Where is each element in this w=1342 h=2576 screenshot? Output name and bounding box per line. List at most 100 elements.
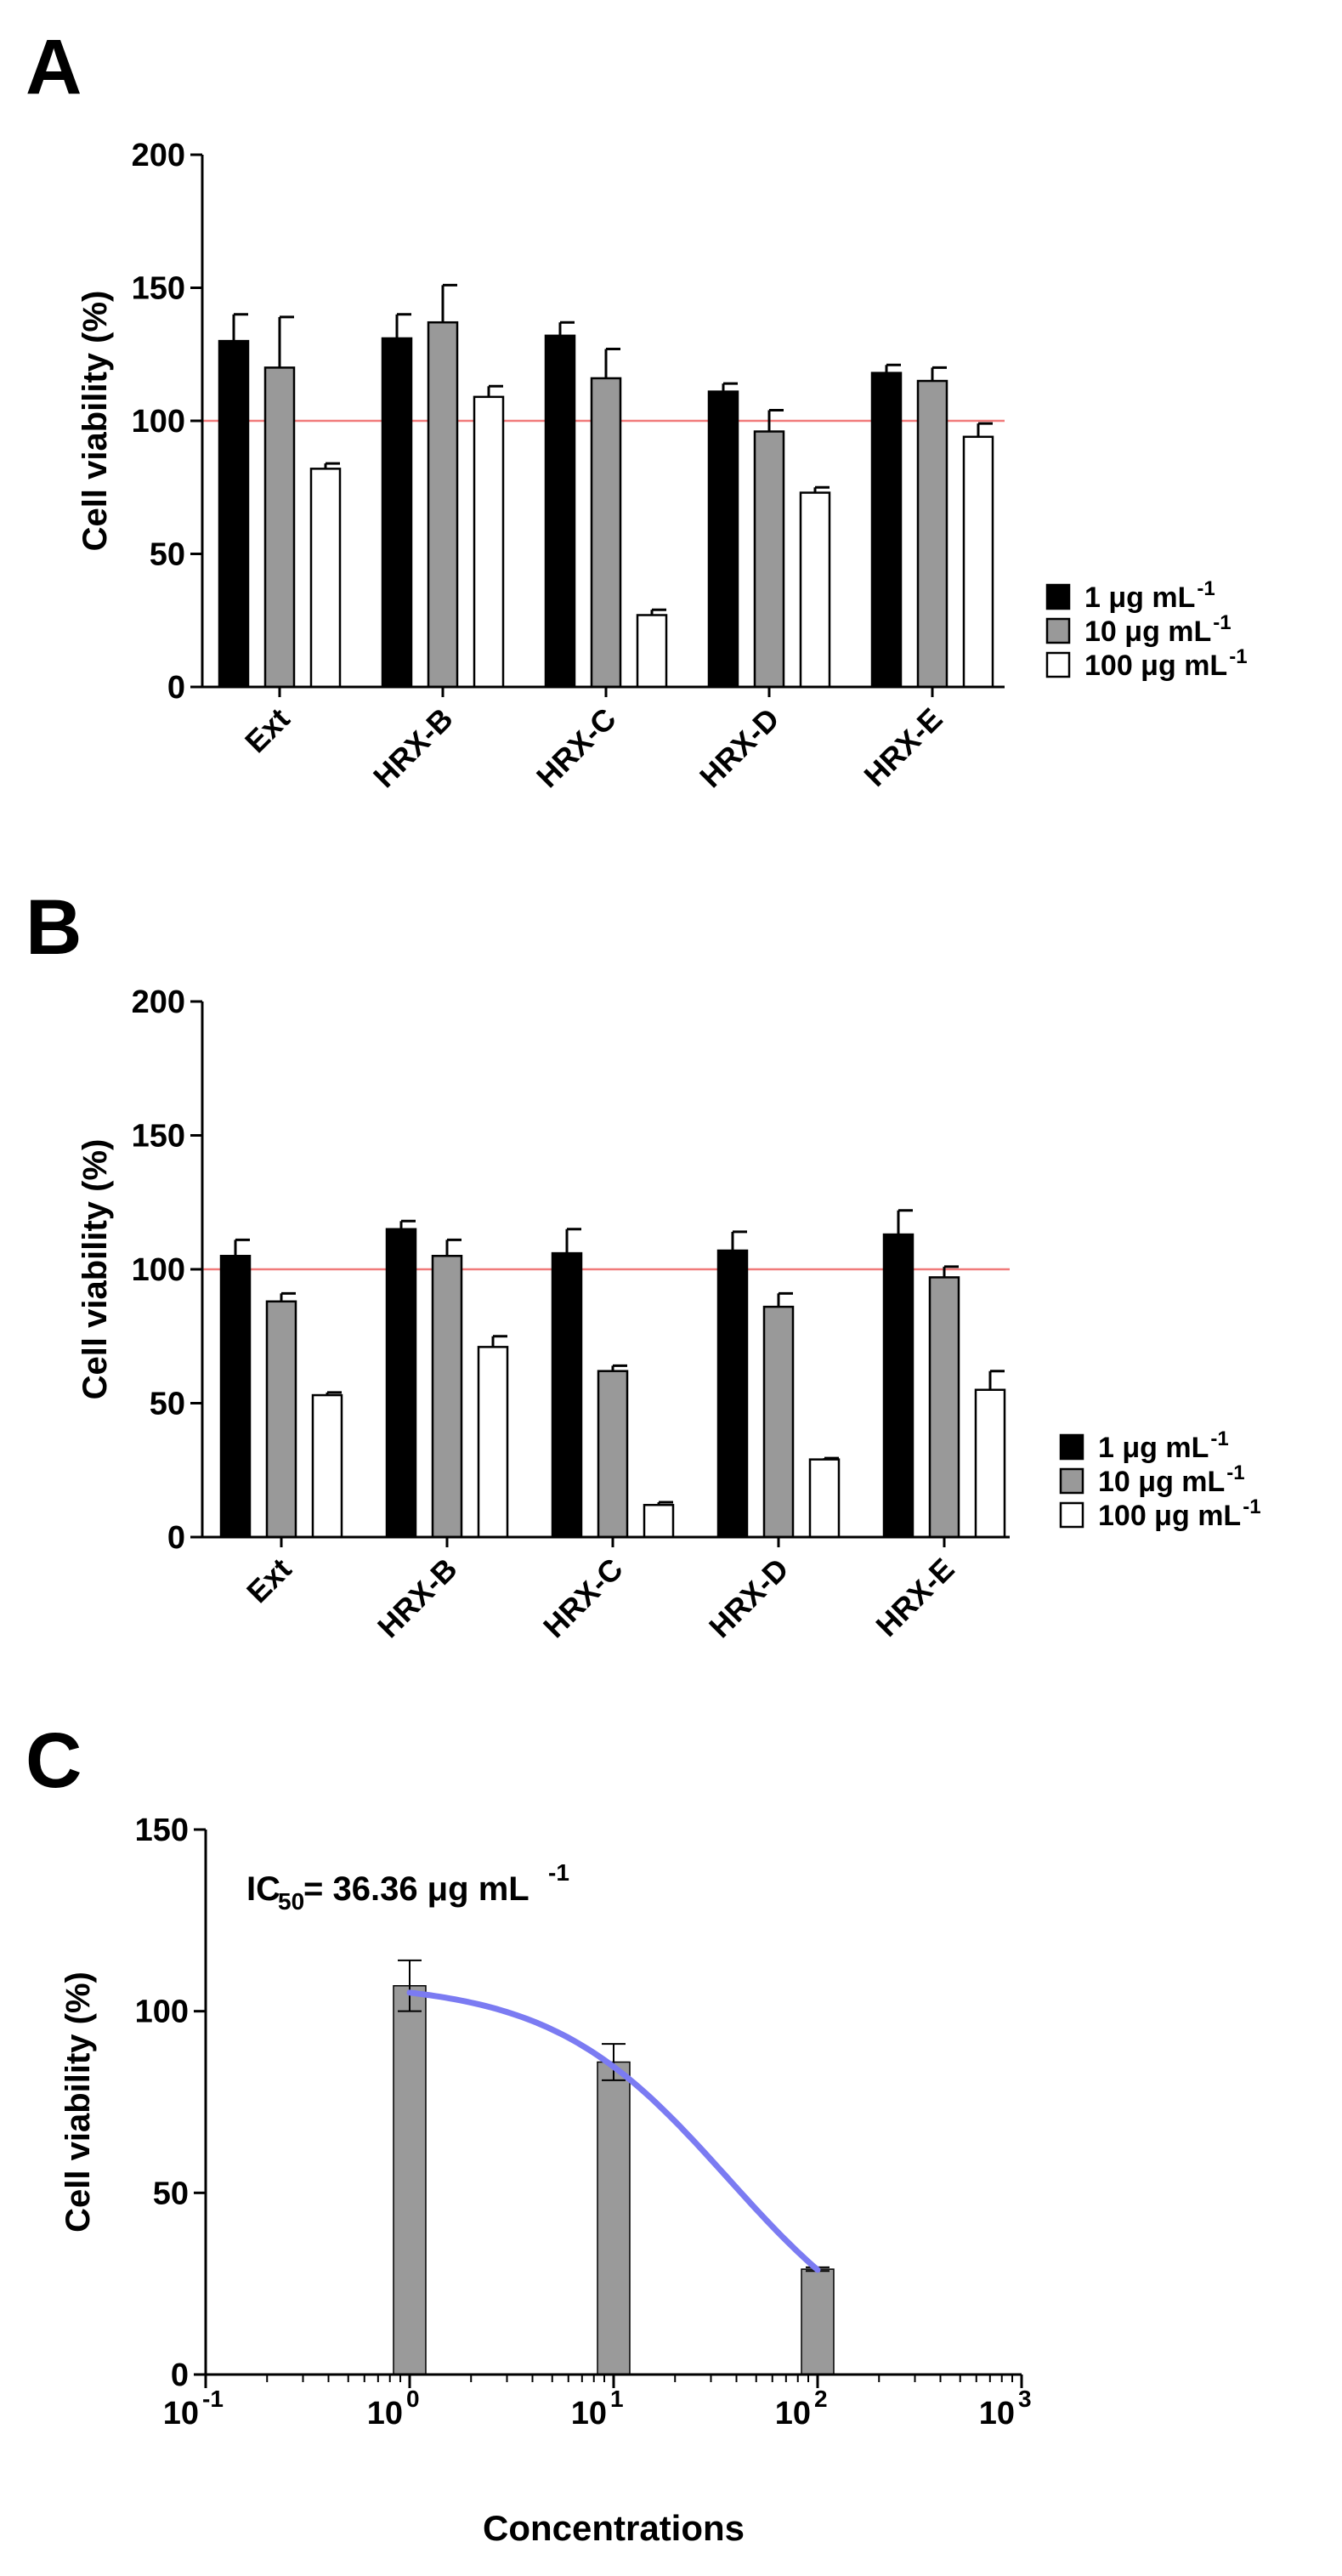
bar (544, 334, 576, 689)
y-axis-label: Cell viability (%) (59, 1972, 97, 2233)
x-tick-label: HRX-E (857, 701, 948, 793)
legend-label: 10 μg mL (1084, 616, 1211, 648)
y-axis-label: Cell viability (%) (76, 1139, 114, 1400)
bar (799, 491, 831, 689)
legend-swatch (1045, 651, 1071, 678)
x-tick-label: 10 (979, 2396, 1015, 2431)
bar (427, 321, 459, 689)
panel-letter-a: A (25, 24, 82, 111)
legend-superscript: -1 (1213, 611, 1231, 634)
x-tick-label: 10 (367, 2396, 403, 2431)
bar (636, 614, 668, 689)
x-tick-label: 10 (571, 2396, 607, 2431)
annotation-text: = 36.36 μg mL (303, 1870, 529, 1908)
legend-superscript: -1 (1210, 1427, 1228, 1450)
y-tick-label: 100 (135, 1994, 189, 2030)
bar (477, 1346, 509, 1539)
legend-swatch (1045, 617, 1071, 644)
y-tick-label: 200 (132, 138, 185, 173)
legend-superscript: -1 (1243, 1495, 1260, 1518)
y-tick-label: 0 (167, 670, 185, 706)
x-tick-label: HRX-C (536, 1552, 630, 1645)
y-tick-label: 50 (150, 537, 185, 573)
y-tick-label: 100 (132, 404, 185, 440)
bar (265, 1300, 297, 1539)
bar (311, 1393, 343, 1539)
legend-label: 1 μg mL (1098, 1432, 1209, 1464)
y-tick-label: 0 (167, 1520, 185, 1556)
legend-swatch (1059, 1467, 1084, 1495)
bar (473, 395, 505, 689)
bar (962, 435, 994, 689)
legend-superscript: -1 (1229, 645, 1247, 668)
x-tick-label: HRX-D (702, 1552, 796, 1645)
bar (882, 1233, 914, 1539)
bar (381, 337, 413, 689)
bar (974, 1388, 1006, 1539)
bar (808, 1458, 841, 1539)
annotation-superscript: -1 (548, 1859, 569, 1886)
bar (385, 1228, 417, 1539)
y-tick-label: 150 (132, 1119, 185, 1155)
bar (928, 1276, 960, 1539)
bar (218, 339, 250, 689)
panel-letter-b: B (25, 884, 82, 971)
annotation-prefix: IC (246, 1870, 280, 1908)
bar (597, 2061, 631, 2375)
x-tick-exponent: 2 (814, 2386, 828, 2412)
x-tick-exponent: 3 (1018, 2386, 1032, 2412)
x-tick-label: HRX-B (371, 1552, 464, 1645)
x-tick-label: HRX-D (693, 701, 786, 795)
chart-b: Ext HRX-B HRX-C HRX-D HRX-E 0 50 100 150 200 Cell … (76, 984, 1261, 1644)
x-tick-label: 10 (775, 2396, 811, 2431)
bar (870, 372, 903, 689)
legend-swatch (1059, 1501, 1084, 1529)
x-tick-label: Ext (238, 701, 297, 760)
bar (590, 377, 622, 689)
fit-curve (406, 1989, 821, 2273)
bar (431, 1255, 463, 1539)
legend-swatch (1045, 583, 1071, 610)
panel-letter-c: C (25, 1717, 82, 1804)
chart-a: Ext HRX-B HRX-C HRX-D HRX-E 0 50 100 150 200 Cell … (76, 138, 1248, 794)
x-tick-exponent: 0 (406, 2386, 420, 2412)
legend-label: 10 μg mL (1098, 1466, 1225, 1498)
bar (643, 1503, 675, 1539)
y-axis-label: Cell viability (%) (76, 291, 114, 552)
y-tick-label: 50 (150, 1387, 185, 1422)
bar (219, 1255, 252, 1539)
legend-label: 100 μg mL (1084, 650, 1227, 682)
bar (597, 1370, 629, 1539)
bar (762, 1305, 795, 1539)
x-tick-exponent: -1 (202, 2386, 224, 2412)
bar (263, 366, 296, 689)
bar (707, 390, 739, 689)
bar (916, 379, 948, 689)
x-axis-label: Concentrations (483, 2508, 745, 2548)
y-tick-label: 150 (135, 1813, 189, 1848)
x-tick-exponent: 1 (610, 2386, 624, 2412)
y-tick-label: 100 (132, 1252, 185, 1288)
y-tick-label: 200 (132, 984, 185, 1020)
legend-label: 1 μg mL (1084, 582, 1195, 614)
bar (716, 1249, 749, 1539)
y-tick-label: 50 (153, 2176, 189, 2211)
legend-label: 100 μg mL (1098, 1500, 1241, 1532)
legend-superscript: -1 (1226, 1461, 1244, 1484)
bar (309, 468, 342, 689)
bar (393, 1985, 427, 2375)
annotation-subscript: 50 (278, 1888, 304, 1915)
y-tick-label: 150 (132, 271, 185, 307)
y-tick-label: 0 (171, 2358, 189, 2393)
x-tick-label: 10 (163, 2396, 199, 2431)
bar (551, 1251, 583, 1539)
bar (753, 430, 785, 689)
x-tick-label: HRX-C (529, 701, 623, 795)
x-tick-label: HRX-B (366, 701, 460, 795)
legend-superscript: -1 (1197, 577, 1215, 600)
bar (801, 2268, 835, 2375)
legend-swatch (1059, 1433, 1084, 1461)
x-tick-label: Ext (240, 1552, 298, 1610)
